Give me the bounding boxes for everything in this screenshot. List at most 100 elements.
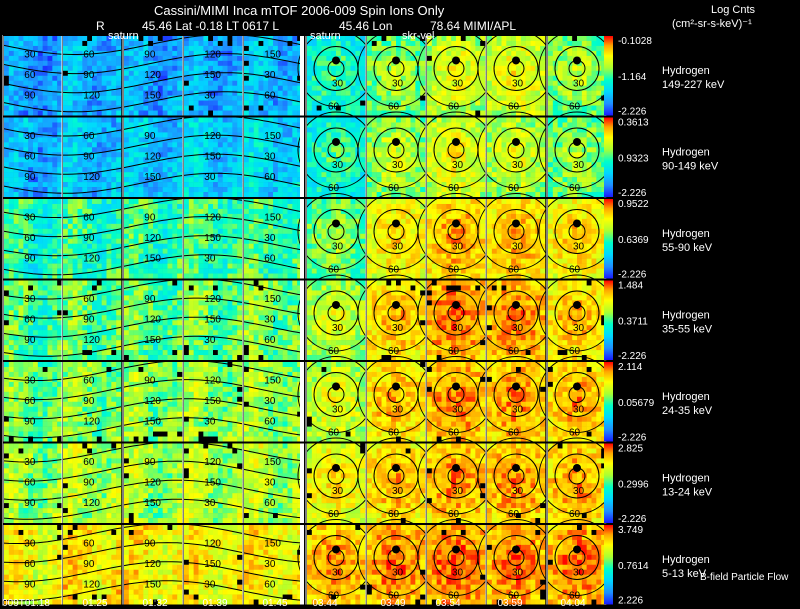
contour-label: 60	[83, 131, 95, 142]
sky-map-panel: 30 60	[477, 518, 555, 605]
contour-label: 60	[508, 428, 520, 439]
colorbar	[604, 199, 613, 279]
sky-map-panel: 90 120 150	[123, 279, 183, 361]
contour-label: 60	[569, 183, 581, 194]
contour-label: 150	[144, 498, 161, 509]
contour-label: 60	[508, 346, 520, 357]
pitch-angle-contours	[3, 294, 63, 357]
contour-label: 30	[264, 559, 276, 570]
contour-label: 30	[573, 78, 585, 89]
sky-map-panel: 30 60	[538, 111, 616, 198]
sky-map-panel: 60 90 120	[62, 36, 122, 116]
contour-label: 60	[569, 509, 581, 520]
sky-map-panel: 90 120 150	[123, 36, 183, 116]
contour-label: 30	[392, 404, 404, 415]
contour-label: 60	[24, 314, 36, 325]
pitch-angle-contours	[62, 368, 122, 437]
sky-map-panel: 30 60	[417, 437, 495, 524]
time-tick-label: 03:59	[497, 598, 522, 609]
colorbar-tick-label: 0.9323	[618, 153, 649, 164]
sky-map-panel: 120 150 30	[183, 197, 243, 279]
channel-energy-label: 149-227 keV	[662, 79, 725, 91]
sky-map-panel: 150 30 60	[243, 117, 303, 198]
contour-label: 60	[83, 49, 95, 60]
contour-label: 60	[448, 591, 460, 602]
contour-label: 90	[144, 457, 156, 468]
colorbar-tick-label: -2.226	[618, 514, 647, 525]
contour-label: 30	[24, 212, 36, 223]
contour-label: 30	[332, 160, 344, 171]
contour-label: 150	[144, 417, 161, 428]
contour-label: 150	[264, 49, 281, 60]
contour-label: 120	[83, 498, 100, 509]
contour-label: 120	[83, 580, 100, 591]
contour-label: 90	[24, 172, 36, 183]
contour-label: 30	[332, 404, 344, 415]
pitch-angle-contours	[243, 34, 303, 103]
contour-label: 150	[264, 212, 281, 223]
contour-label: 90	[144, 375, 156, 386]
sky-map-panel: 30 60	[538, 437, 616, 524]
colorbar-tick-label: -2.226	[618, 107, 647, 118]
pitch-angle-contours	[3, 539, 63, 602]
time-tick-label: 04:04	[560, 598, 585, 609]
colorbar-tick-label: 0.3613	[618, 118, 649, 129]
channel-species-label: Hydrogen	[662, 309, 710, 321]
sky-map-panel: 30 60	[477, 437, 555, 524]
colorbar-tick-label: -2.226	[618, 351, 647, 362]
contour-label: 90	[24, 498, 36, 509]
contour-label: 30	[392, 160, 404, 171]
sky-map-panel: 30 60 90	[3, 443, 63, 524]
contour-label: 150	[264, 294, 281, 305]
contour-label: 150	[204, 477, 221, 488]
channel-species-label: Hydrogen	[662, 228, 710, 240]
contour-label: 120	[144, 314, 161, 325]
pitch-angle-contours	[62, 527, 122, 598]
contour-label: 60	[83, 212, 95, 223]
sky-map-panel: 60 90 120	[62, 199, 122, 279]
sky-map-panel: 120 150 30	[183, 34, 243, 116]
contour-label: 30	[573, 486, 585, 497]
contour-label: 30	[264, 314, 276, 325]
contour-label: 60	[328, 265, 340, 276]
pitch-angle-contours	[183, 441, 243, 508]
contour-label: 150	[264, 375, 281, 386]
contour-label: 30	[332, 241, 344, 252]
contour-label: 60	[508, 183, 520, 194]
contour-label: 90	[144, 49, 156, 60]
contour-label: 60	[448, 509, 460, 520]
contour-label: 90	[83, 151, 95, 162]
pitch-angle-contours	[243, 200, 303, 270]
contour-label: 60	[83, 375, 95, 386]
lat-lt-readout: 45.46 Lat -0.18 LT 0617 L	[142, 19, 279, 33]
contour-label: 60	[264, 254, 276, 265]
contour-label: 30	[204, 335, 216, 346]
contour-label: 30	[332, 78, 344, 89]
sky-map-panel: 30 60 90	[3, 36, 63, 116]
contour-label: 60	[24, 151, 36, 162]
sky-map-panel: 30 60	[477, 29, 555, 116]
channel-energy-label: 35-55 keV	[662, 323, 713, 335]
units-line2: (cm²-sr-s-keV)⁻¹	[672, 18, 752, 30]
colorbar	[604, 117, 613, 197]
contour-label: 60	[264, 417, 276, 428]
contour-label: 60	[388, 183, 400, 194]
contour-label: 150	[264, 131, 281, 142]
colorbar	[604, 443, 613, 523]
colorbar-tick-label: 3.749	[618, 525, 643, 536]
channel-species-label: Hydrogen	[662, 65, 710, 77]
contour-label: 30	[512, 567, 524, 578]
saturn-label-left: saturn	[108, 30, 139, 42]
contour-label: 30	[573, 323, 585, 334]
contour-label: 30	[204, 417, 216, 428]
time-tick-label: 01:25	[82, 598, 107, 609]
contour-label: 60	[328, 102, 340, 113]
sky-map-panel: 60 90 120	[62, 280, 122, 361]
pitch-angle-contours	[3, 377, 63, 439]
contour-label: 120	[83, 417, 100, 428]
contour-label: 120	[204, 49, 221, 60]
saturn-label-right: saturn	[310, 30, 341, 42]
contour-label: 90	[83, 559, 95, 570]
pitch-angle-contours	[62, 447, 122, 518]
contour-label: 120	[83, 172, 100, 183]
